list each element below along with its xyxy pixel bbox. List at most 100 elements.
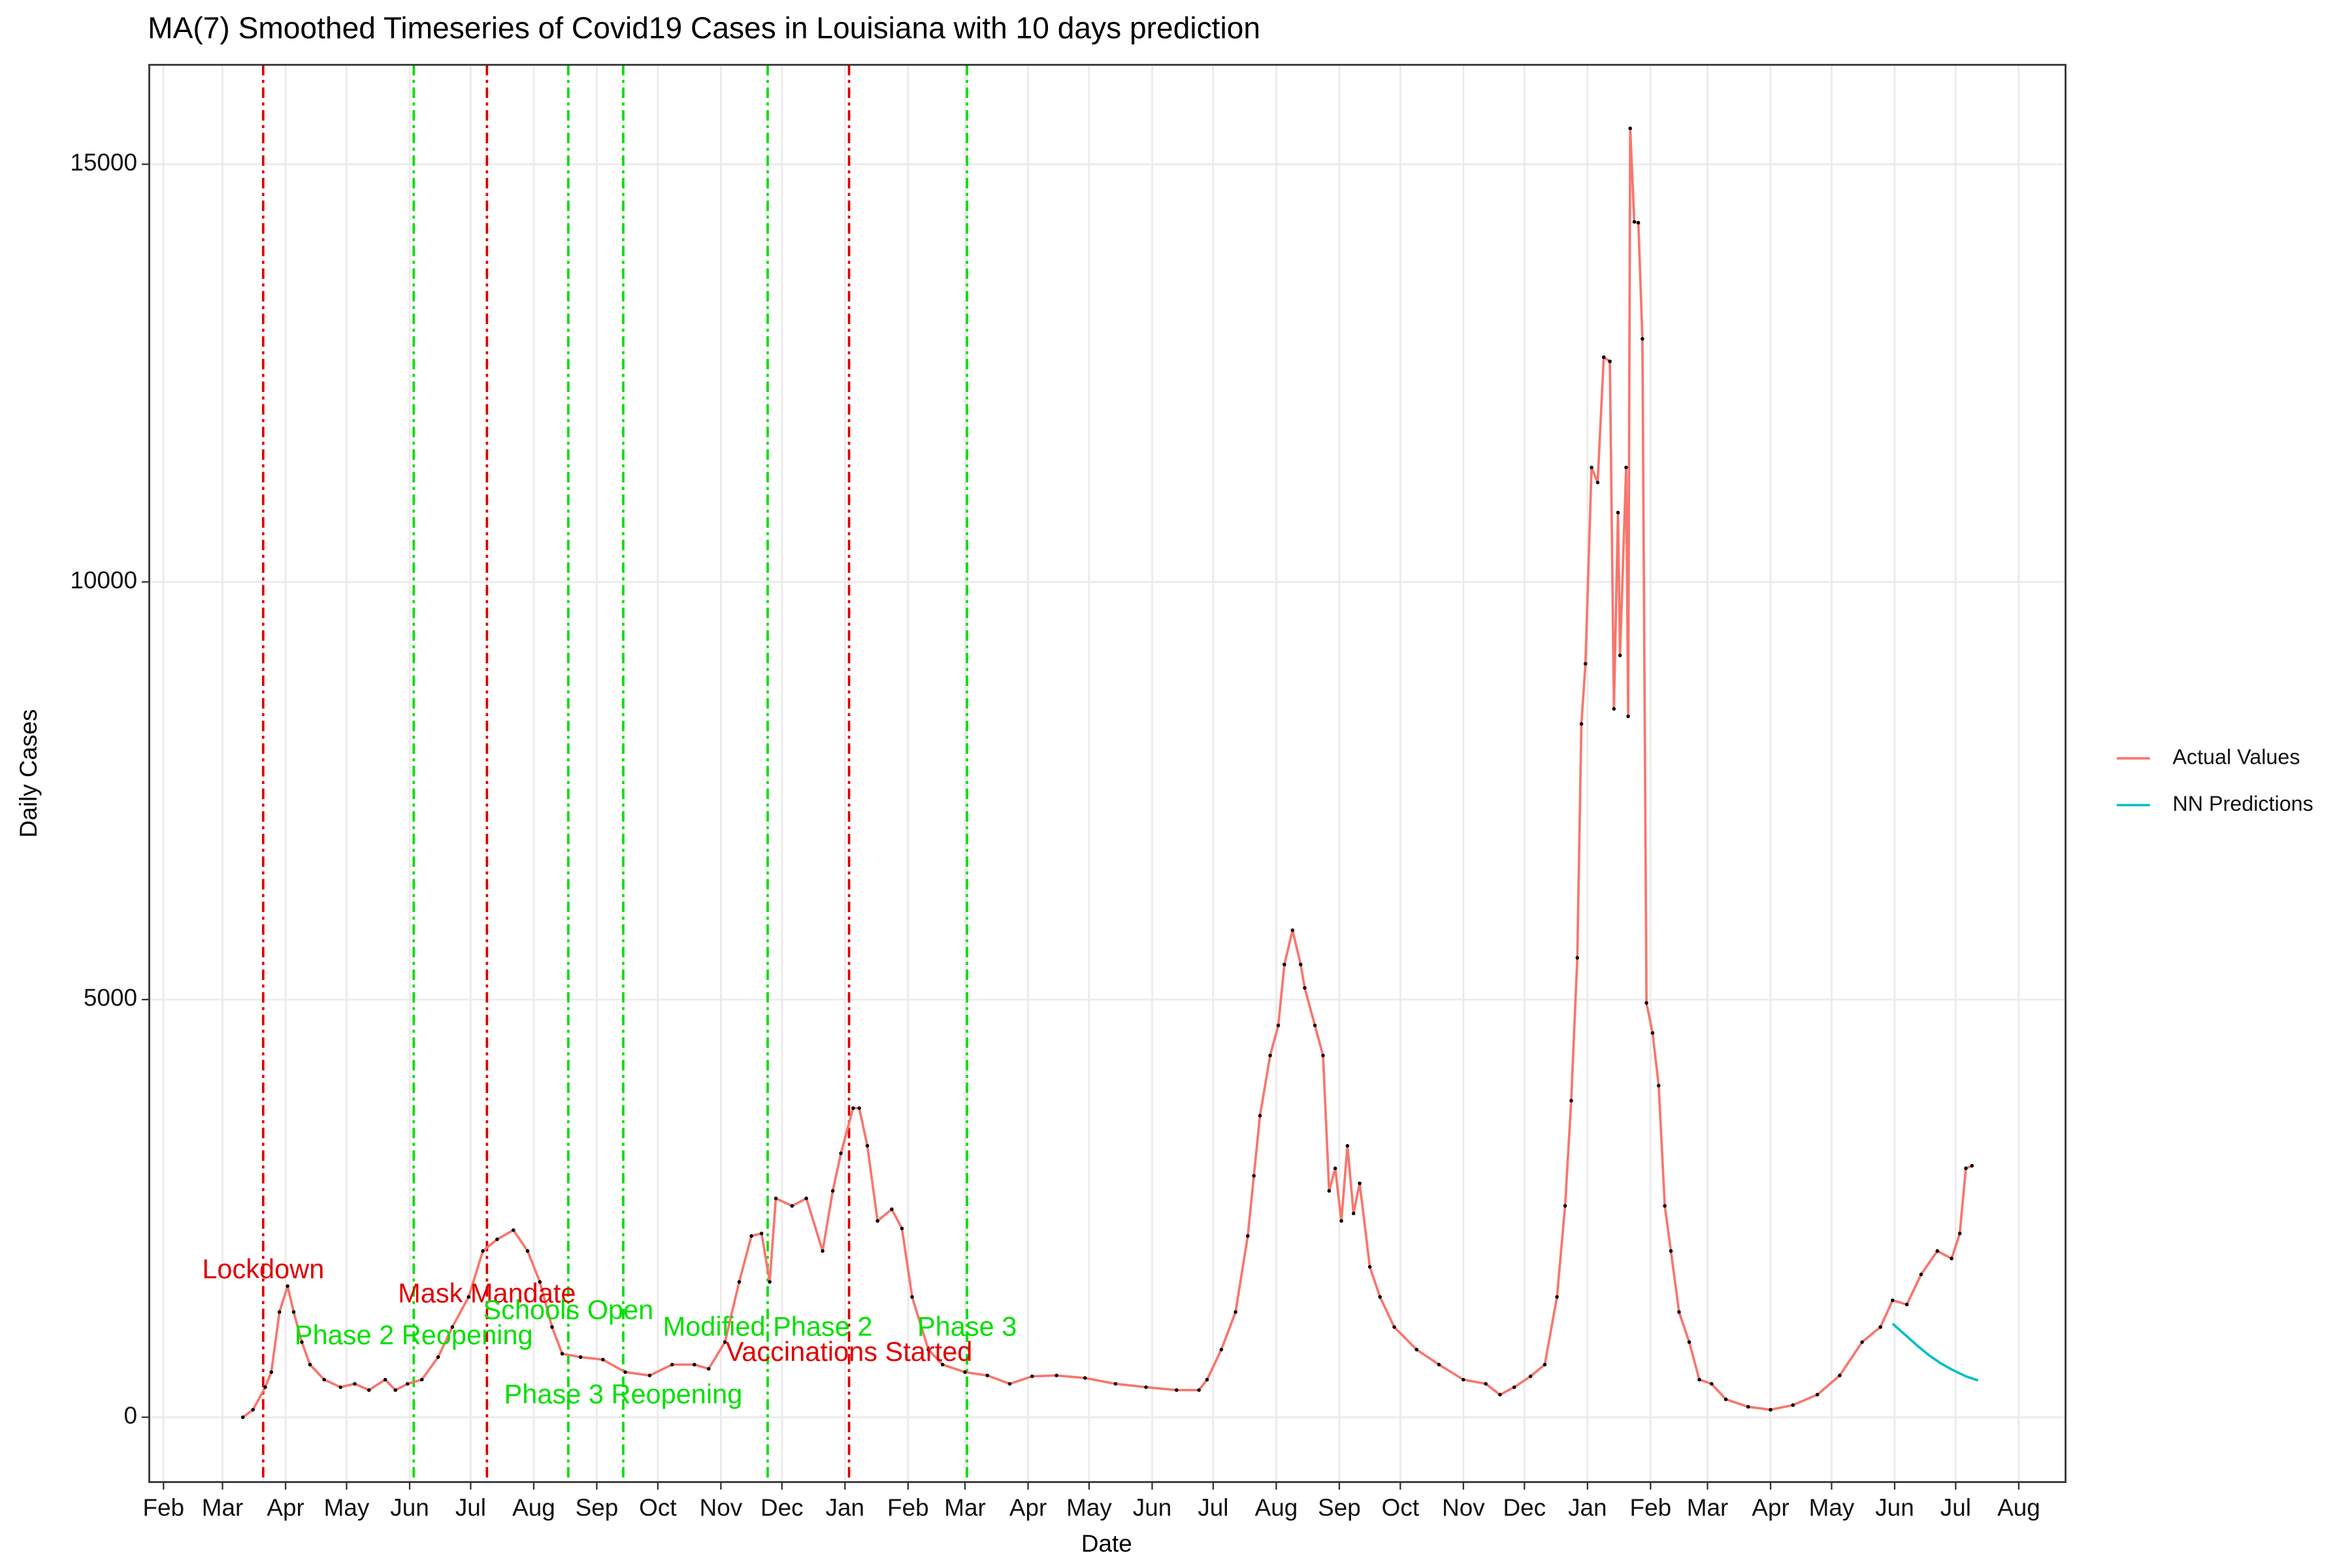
data-point <box>495 1237 499 1241</box>
data-point <box>1687 1340 1691 1344</box>
data-point <box>1950 1256 1953 1261</box>
data-point <box>240 1415 245 1420</box>
data-point <box>839 1151 843 1155</box>
data-point <box>1252 1173 1256 1178</box>
data-point <box>1815 1392 1820 1397</box>
event-label: Schools Open <box>483 1294 653 1325</box>
data-point <box>269 1370 274 1374</box>
data-point <box>1723 1397 1728 1401</box>
data-point <box>1555 1295 1559 1299</box>
x-tick-label: Dec <box>760 1494 804 1521</box>
plot-border <box>148 63 2066 1483</box>
data-point <box>1113 1382 1118 1386</box>
data-point <box>1083 1376 1087 1380</box>
x-tick-label: Nov <box>700 1494 743 1521</box>
x-tick-label: Apr <box>1009 1494 1047 1521</box>
data-point <box>1878 1325 1882 1329</box>
data-point <box>1219 1347 1224 1352</box>
data-point <box>1258 1113 1262 1118</box>
data-point <box>1276 1023 1281 1028</box>
data-point <box>1970 1164 1974 1168</box>
data-point <box>985 1373 990 1378</box>
x-tick-label: Jul <box>455 1494 486 1521</box>
series-line <box>1891 1322 1979 1382</box>
data-point <box>963 1370 967 1374</box>
data-point <box>1709 1382 1714 1386</box>
data-point <box>1838 1373 1842 1378</box>
data-point <box>1669 1249 1673 1253</box>
event-label: Phase 3 <box>917 1311 1017 1342</box>
y-tick-label: 5000 <box>84 985 137 1011</box>
data-point <box>1367 1265 1372 1269</box>
x-tick-label: Mar <box>944 1494 986 1521</box>
chart-title: MA(7) Smoothed Timeseries of Covid19 Cas… <box>148 10 1260 44</box>
data-point <box>1498 1392 1502 1397</box>
data-point <box>481 1249 485 1253</box>
data-point <box>1313 1023 1317 1028</box>
x-tick-label: Nov <box>1442 1494 1485 1521</box>
data-point <box>1333 1166 1337 1170</box>
data-point <box>1601 355 1606 359</box>
legend: Actual Values NN Predictions <box>2116 745 2313 815</box>
data-point <box>1030 1374 1034 1379</box>
data-point <box>1268 1053 1272 1058</box>
x-tick-label: Sep <box>1318 1494 1361 1521</box>
data-point <box>1543 1362 1547 1367</box>
data-point <box>1575 956 1580 960</box>
data-point <box>1618 653 1622 657</box>
data-point <box>1590 465 1593 470</box>
data-point <box>1054 1373 1058 1378</box>
data-point <box>1769 1407 1772 1412</box>
data-point <box>1677 1310 1681 1314</box>
x-tick-label: Jun <box>1875 1494 1914 1521</box>
x-tick-label: Sep <box>576 1494 619 1521</box>
data-point <box>353 1382 357 1386</box>
data-point <box>910 1295 914 1299</box>
grid <box>149 65 2066 1482</box>
data-point <box>1935 1249 1940 1253</box>
x-tick-label: May <box>1066 1494 1112 1521</box>
data-point <box>291 1310 296 1314</box>
data-point <box>525 1249 530 1253</box>
legend-label: Actual Values <box>2172 745 2300 768</box>
data-point <box>601 1358 605 1362</box>
x-tick-label: Jun <box>390 1494 429 1521</box>
data-point <box>1595 480 1600 485</box>
data-point <box>1462 1377 1465 1382</box>
x-tick-label: Aug <box>1997 1494 2040 1521</box>
data-point <box>723 1340 727 1344</box>
x-tick-label: Oct <box>639 1494 676 1521</box>
data-point <box>322 1377 327 1382</box>
data-point <box>383 1377 387 1382</box>
data-point <box>1697 1377 1701 1382</box>
data-point <box>1303 986 1307 990</box>
data-point <box>1345 1143 1350 1148</box>
data-point <box>1624 465 1628 470</box>
data-point <box>1569 1098 1573 1103</box>
x-tick-label: Feb <box>142 1494 184 1521</box>
x-tick-label: Aug <box>512 1494 555 1521</box>
data-point <box>647 1373 652 1378</box>
data-point <box>1632 220 1637 224</box>
data-point <box>623 1370 627 1374</box>
data-point <box>1233 1310 1237 1314</box>
data-point <box>1299 962 1303 967</box>
data-point <box>263 1385 267 1389</box>
data-point <box>1414 1347 1419 1352</box>
data-point <box>706 1367 711 1371</box>
data-point <box>1437 1362 1441 1367</box>
x-tick-label: May <box>324 1494 370 1521</box>
data-point <box>1290 928 1295 932</box>
data-point <box>1144 1385 1148 1389</box>
data-point <box>1663 1203 1667 1208</box>
x-tick-label: Feb <box>1630 1494 1672 1521</box>
data-point <box>1205 1377 1209 1382</box>
data-point <box>1563 1203 1567 1208</box>
x-tick-label: Dec <box>1503 1494 1546 1521</box>
data-point <box>1351 1211 1356 1216</box>
event-label: Phase 3 Reopening <box>504 1379 743 1409</box>
data-point <box>1626 714 1630 719</box>
data-point <box>393 1388 397 1392</box>
